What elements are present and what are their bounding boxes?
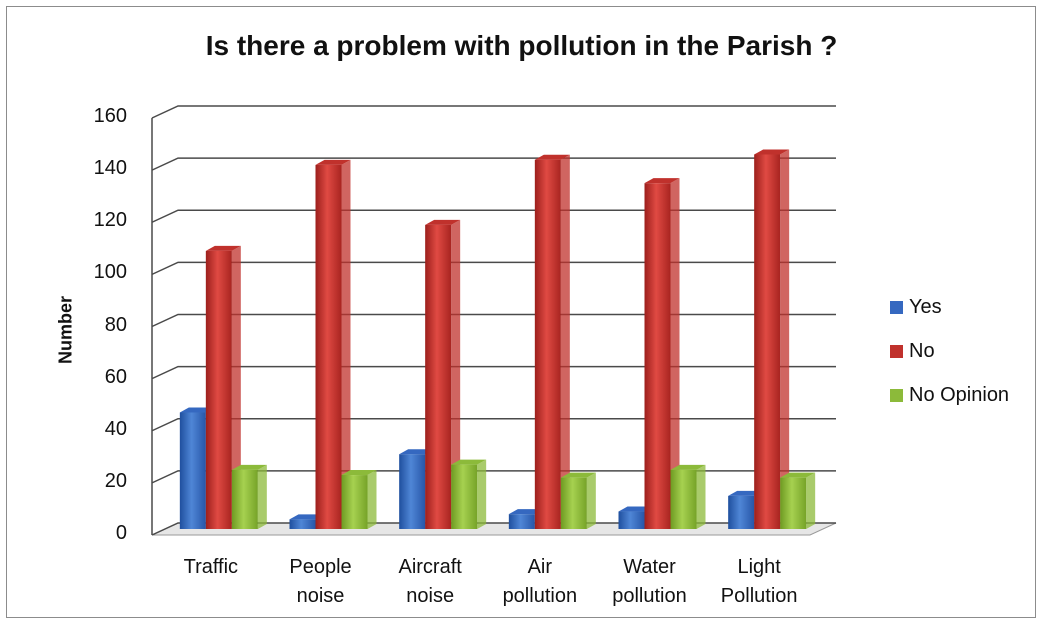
gridline [151,157,836,171]
x-tick-label-line: noise [406,585,455,607]
bar [754,149,790,530]
x-tick-label-line: pollution [612,585,687,607]
x-tick-label: Light Pollution [699,553,819,611]
legend-label: Yes [909,296,942,318]
bar [205,245,241,529]
bar [560,472,596,529]
legend-label: No Opinion [909,384,1010,406]
legend-swatch [890,345,903,358]
gridline [151,209,836,223]
y-tick-label: 160 [93,105,127,127]
x-tick-label-line: Traffic [183,556,239,578]
bar [315,159,351,529]
gridline [151,470,836,484]
bar [534,154,570,529]
bar [451,459,487,529]
y-tick-label: 20 [104,469,127,492]
x-tick-label-line: noise [296,585,345,607]
bar [231,464,267,529]
legend-item: No Opinion [890,384,1009,407]
x-tick-label: Traffic [151,553,271,582]
bar [341,470,377,529]
x-tick-label-line: Water [623,556,676,578]
y-tick-label: 60 [104,365,127,388]
y-axis-label: Number [55,295,76,365]
gridline [151,105,836,119]
x-tick-label-line: People [289,556,352,578]
x-tick-label: Air pollution [480,553,600,611]
gridline [151,365,836,380]
bar [425,219,461,529]
gridline [151,313,836,328]
y-tick-label: 100 [93,261,127,284]
gridline [151,522,836,536]
gridline [151,261,836,276]
x-tick-label: Aircraft noise [370,553,490,611]
x-tick-label-line: Pollution [720,585,798,607]
legend-swatch [890,301,903,314]
chart-title: Is there a problem with pollution in the… [205,30,838,61]
x-tick-label-line: Air [527,556,553,578]
legend-item: Yes [890,296,942,319]
bar [670,464,706,529]
x-tick-label: People noise [261,553,381,611]
legend-label: No [909,340,935,362]
legend-item: No [890,340,935,363]
x-tick-label-line: Light [737,556,781,578]
y-tick-label: 0 [115,522,127,544]
y-tick-label: 40 [104,417,127,440]
y-tick-label: 80 [104,313,127,336]
legend-swatch [890,389,903,402]
x-tick-label: Water pollution [590,553,710,611]
bar [780,472,816,529]
gridline [151,418,836,432]
x-tick-label-line: Aircraft [398,556,462,578]
y-tick-label: 140 [93,157,127,180]
bar [644,178,680,529]
x-tick-label-line: pollution [502,585,578,607]
y-tick-label: 120 [93,209,127,232]
